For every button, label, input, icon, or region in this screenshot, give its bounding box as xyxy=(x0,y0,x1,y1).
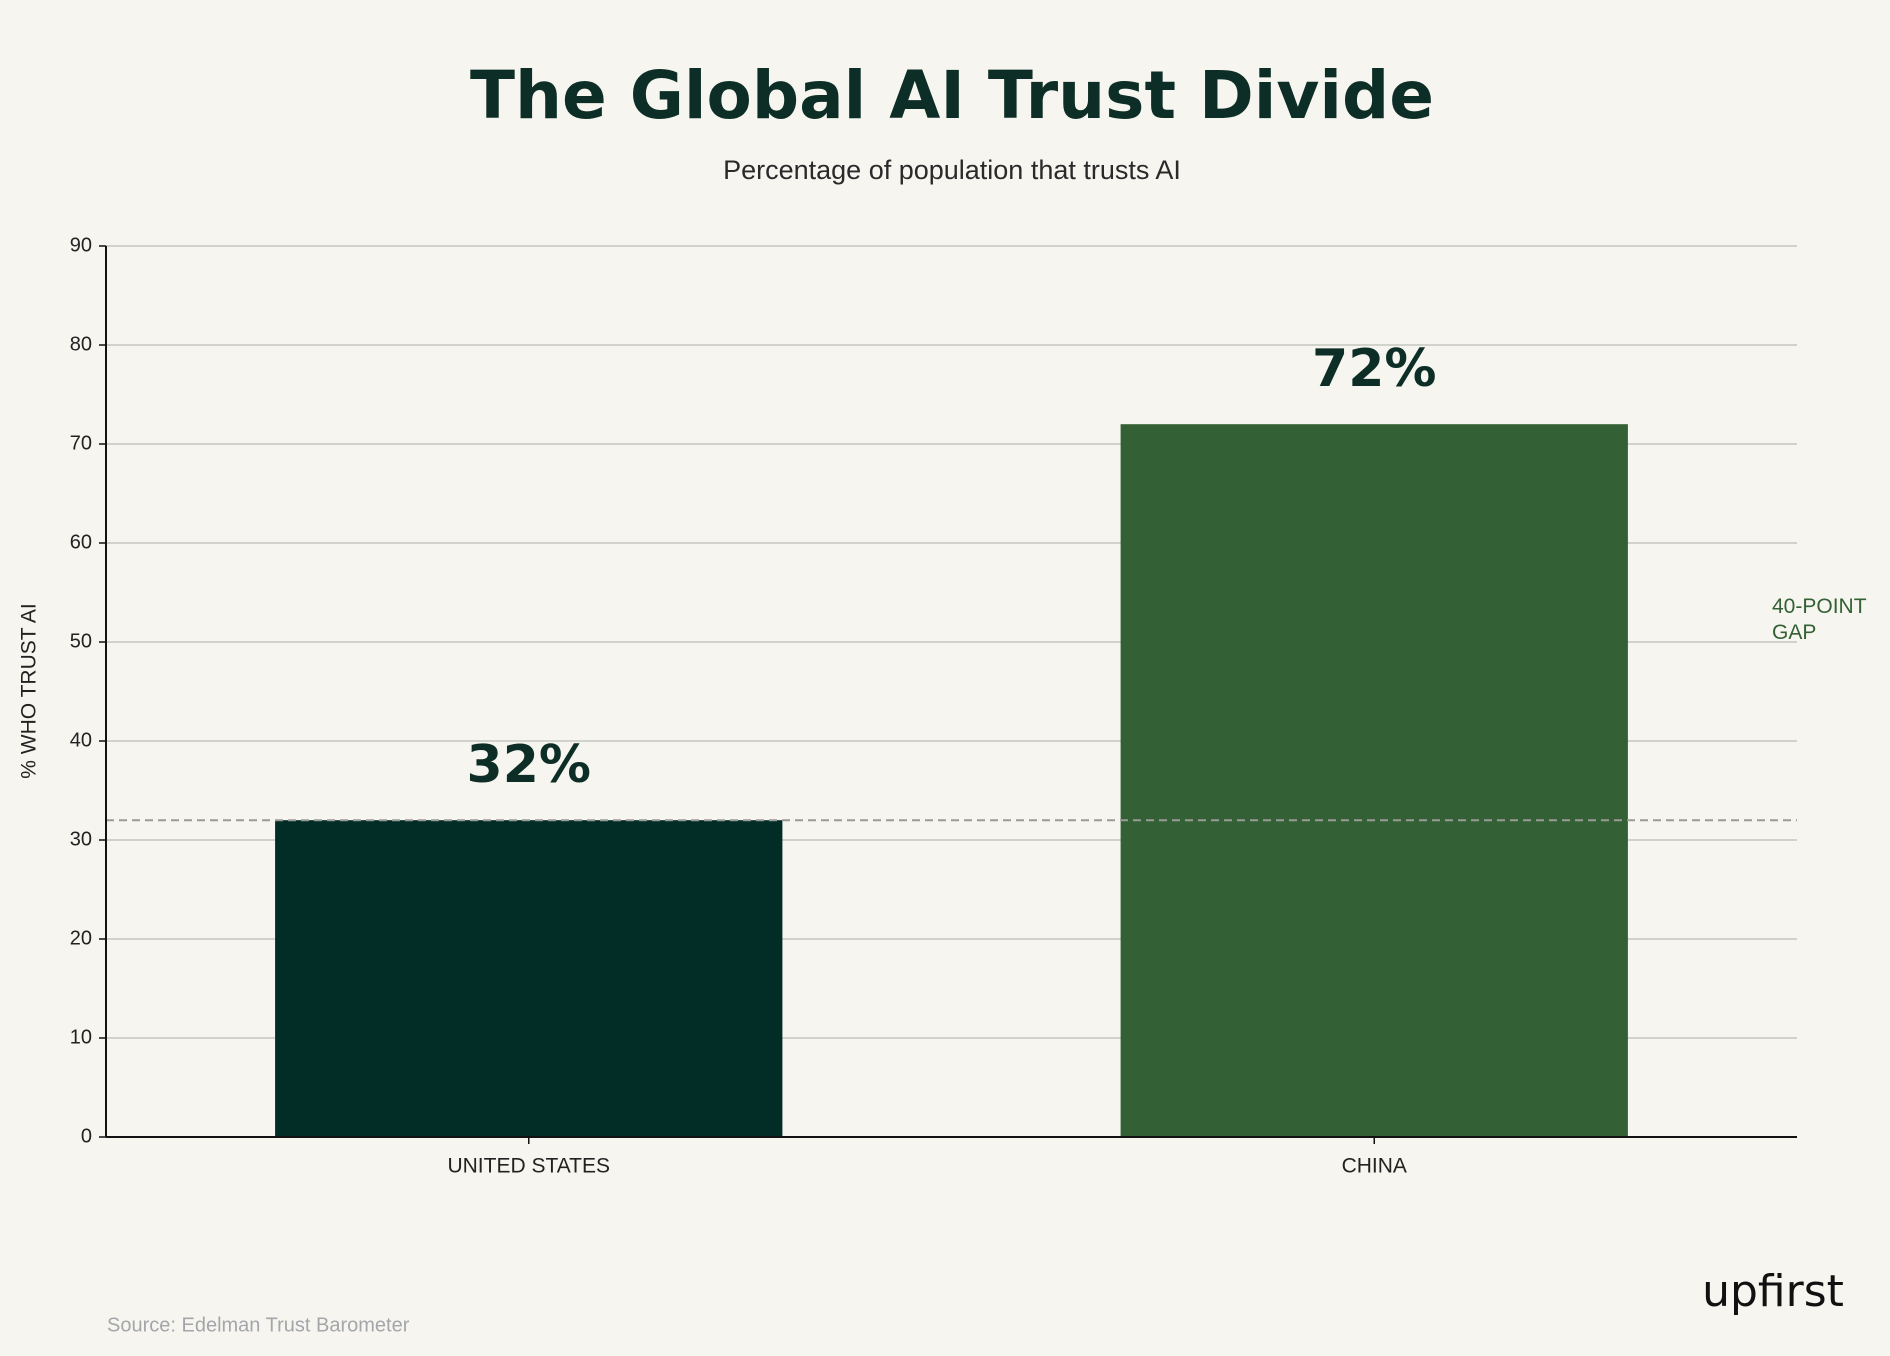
y-tick-label: 30 xyxy=(70,828,92,850)
chart-title: The Global AI Trust Divide xyxy=(470,57,1434,134)
y-tick-label: 90 xyxy=(70,234,92,256)
y-tick-label: 20 xyxy=(70,927,92,949)
bar xyxy=(1120,424,1628,1137)
y-tick-label: 0 xyxy=(81,1125,92,1147)
x-tick-label: CHINA xyxy=(1342,1155,1407,1178)
value-label: 72% xyxy=(1312,339,1436,399)
gap-annotation: 40-POINT GAP xyxy=(1772,595,1867,644)
value-label: 32% xyxy=(467,735,591,795)
y-tick-label: 60 xyxy=(70,531,92,553)
y-tick-label: 10 xyxy=(70,1026,92,1048)
y-axis-label: % WHO TRUST AI xyxy=(18,603,41,778)
x-tick-label: UNITED STATES xyxy=(447,1155,610,1178)
y-tick-label: 50 xyxy=(70,630,92,652)
bar xyxy=(275,820,783,1137)
y-tick-label: 80 xyxy=(70,333,92,355)
logo: upfirst xyxy=(1702,1266,1844,1317)
chart-subtitle: Percentage of population that trusts AI xyxy=(723,155,1181,185)
y-tick-label: 40 xyxy=(70,729,92,751)
source: Source: Edelman Trust Barometer xyxy=(107,1314,410,1336)
y-tick-label: 70 xyxy=(70,432,92,454)
